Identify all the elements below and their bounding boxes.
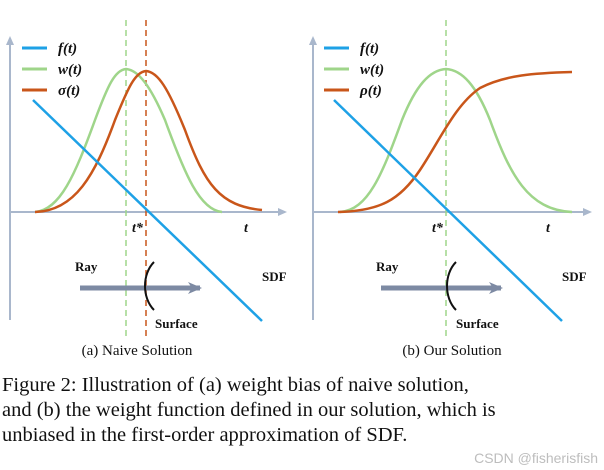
f-line bbox=[333, 99, 563, 322]
t-axis-label: t bbox=[244, 221, 249, 236]
sigma-curve bbox=[34, 69, 263, 214]
legend-f-label: f(t) bbox=[360, 41, 379, 57]
t-axis-label: t bbox=[546, 221, 551, 236]
figure-2: f(t) w(t) σ(t) t* t Ray SDF Surface (a) … bbox=[6, 20, 592, 359]
w-curve bbox=[339, 67, 573, 214]
subcaption-a: (a) Naive Solution bbox=[82, 343, 193, 359]
panel-a: f(t) w(t) σ(t) t* t Ray SDF Surface (a) … bbox=[6, 20, 287, 359]
legend-f-label: f(t) bbox=[58, 41, 77, 57]
sdf-label: SDF bbox=[562, 269, 587, 284]
figure-caption: Figure 2: Illustration of (a) weight bia… bbox=[2, 373, 602, 448]
panel-b: f(t) w(t) ρ(t) t* t Ray SDF Surface (b) … bbox=[309, 20, 592, 359]
legend-sigma-label: σ(t) bbox=[58, 83, 80, 99]
ray-label: Ray bbox=[75, 259, 98, 274]
caption-line-3: unbiased in the first-order approximatio… bbox=[2, 424, 408, 446]
surface-label: Surface bbox=[155, 316, 198, 331]
surface-arc bbox=[446, 261, 457, 311]
f-line bbox=[32, 99, 263, 322]
w-curve bbox=[34, 67, 223, 214]
caption-line-2: and (b) the weight function defined in o… bbox=[2, 399, 496, 421]
surface-arc bbox=[144, 261, 155, 311]
tstar-label: t* bbox=[432, 221, 444, 236]
legend-w-label: w(t) bbox=[58, 62, 82, 78]
legend-w-label: w(t) bbox=[360, 62, 384, 78]
rho-curve bbox=[337, 70, 573, 214]
surface-label: Surface bbox=[456, 316, 499, 331]
ray-label: Ray bbox=[376, 259, 399, 274]
caption-line-1: Figure 2: Illustration of (a) weight bia… bbox=[2, 374, 469, 396]
tstar-label: t* bbox=[132, 221, 144, 236]
subcaption-b: (b) Our Solution bbox=[402, 343, 502, 359]
watermark: CSDN @fisherisfish bbox=[474, 450, 598, 466]
legend-rho-label: ρ(t) bbox=[359, 83, 382, 99]
sdf-label: SDF bbox=[262, 269, 287, 284]
